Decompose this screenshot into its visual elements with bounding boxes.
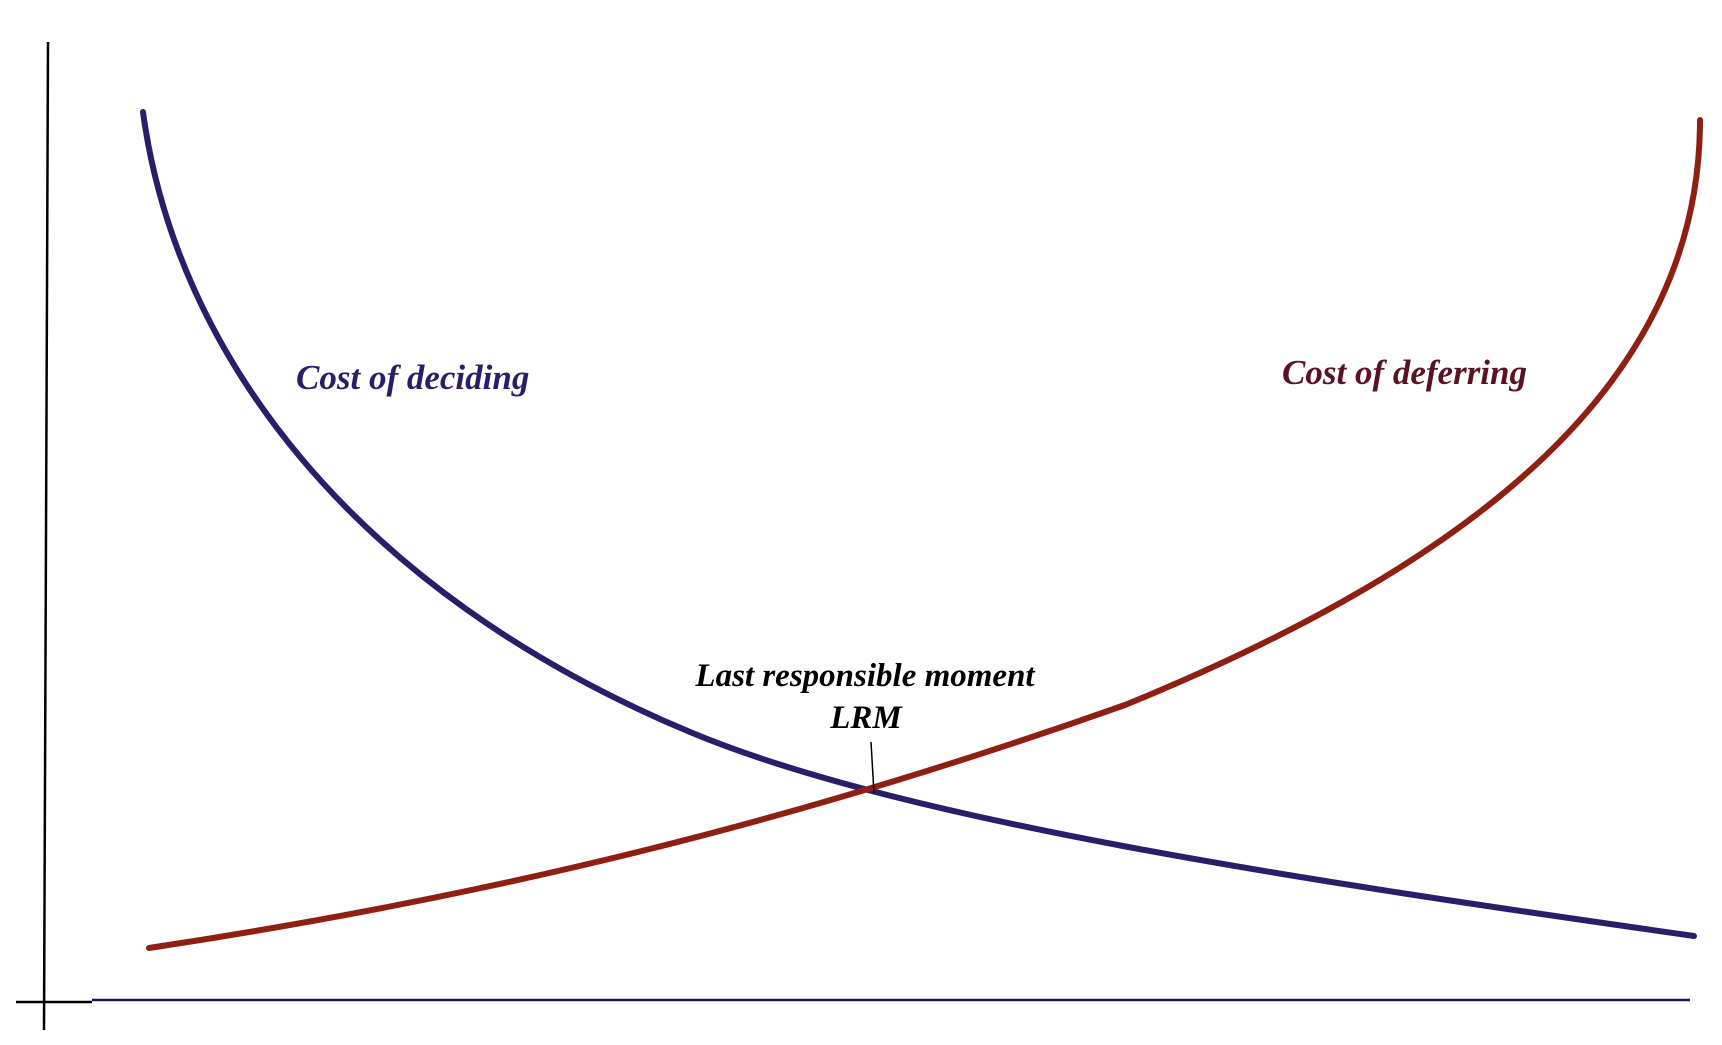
y-axis (42, 41, 50, 1031)
cost-of-deciding-label: Cost of deciding (296, 358, 529, 397)
lrm-label-line1: Last responsible moment (694, 658, 1035, 694)
cost-of-deciding-curve (140, 109, 1697, 939)
cost-of-deferring-curve (146, 117, 1703, 951)
lrm-label-line2: LRM (829, 700, 903, 736)
lrm-pointer-line (870, 741, 875, 794)
cost-of-deferring-label: Cost of deferring (1282, 353, 1527, 392)
